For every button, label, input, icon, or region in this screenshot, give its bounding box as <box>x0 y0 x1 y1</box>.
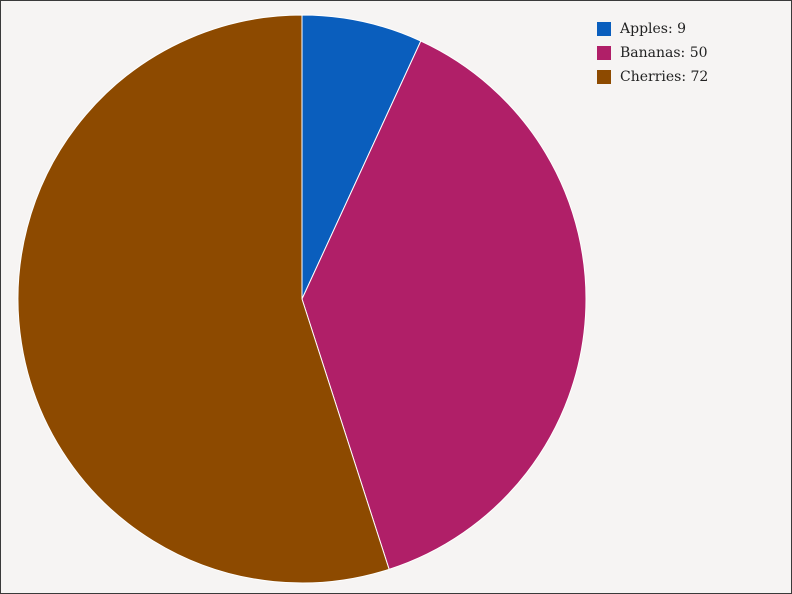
pie-slice-apples <box>301 14 422 300</box>
pie-slice-cherries <box>17 14 390 584</box>
legend-swatch-cherries <box>597 70 611 84</box>
pie-slice-bananas <box>301 40 587 570</box>
legend-label-cherries: Cherries: 72 <box>620 69 709 85</box>
pie-slices <box>17 14 587 584</box>
legend-swatch-bananas <box>597 46 611 60</box>
legend: Apples: 9 Bananas: 50 Cherries: 72 <box>597 17 708 89</box>
legend-item-cherries: Cherries: 72 <box>597 65 708 89</box>
legend-label-bananas: Bananas: 50 <box>620 45 708 61</box>
legend-item-apples: Apples: 9 <box>597 17 708 41</box>
legend-swatch-apples <box>597 22 611 36</box>
legend-label-apples: Apples: 9 <box>620 21 687 37</box>
legend-item-bananas: Bananas: 50 <box>597 41 708 65</box>
